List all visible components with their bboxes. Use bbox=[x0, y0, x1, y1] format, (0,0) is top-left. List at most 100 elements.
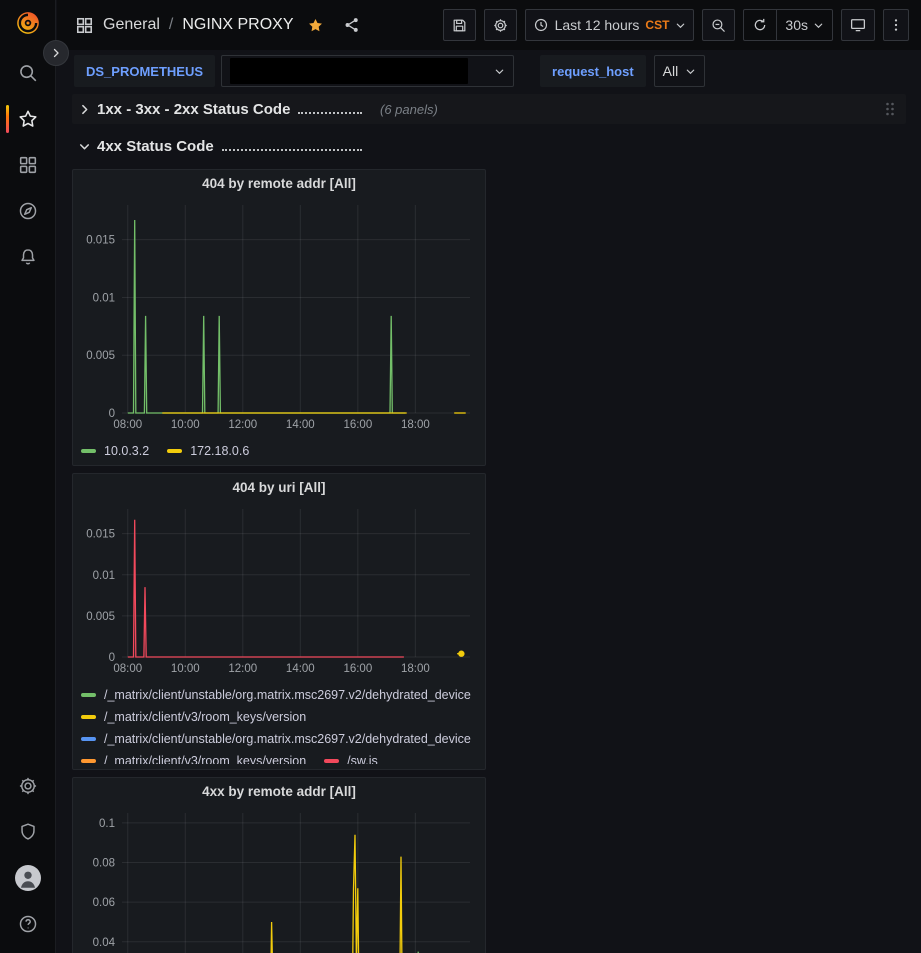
timeseries-chart[interactable]: 08:00 10:00 12:00 14:00 16:00 18:00 0 0.005 0.01… bbox=[80, 197, 478, 433]
sidebar-item-server-admin[interactable] bbox=[0, 809, 56, 855]
dashboards-grid-icon bbox=[17, 154, 39, 176]
svg-text:0.01: 0.01 bbox=[93, 292, 115, 304]
favorite-star-icon[interactable] bbox=[307, 17, 324, 34]
svg-text:0.04: 0.04 bbox=[93, 937, 116, 949]
svg-text:16:00: 16:00 bbox=[343, 419, 372, 431]
redacted-value bbox=[230, 58, 469, 84]
help-icon bbox=[17, 913, 39, 935]
refresh-interval-select[interactable]: 30s bbox=[776, 10, 832, 40]
legend-item[interactable]: /_matrix/client/unstable/org.matrix.msc2… bbox=[81, 688, 471, 702]
sidebar-item-dashboards[interactable] bbox=[0, 142, 56, 188]
legend-swatch bbox=[81, 449, 96, 453]
bell-icon bbox=[17, 246, 39, 268]
panel-title[interactable]: 404 by remote addr [All] bbox=[202, 176, 356, 191]
legend-swatch bbox=[81, 693, 96, 697]
sidebar-item-alerting[interactable] bbox=[0, 234, 56, 280]
legend-item[interactable]: /_matrix/client/v3/room_keys/version bbox=[81, 710, 306, 724]
apps-grid-icon bbox=[75, 16, 94, 35]
legend-row: /_matrix/client/v3/room_keys/version/sw.… bbox=[81, 750, 485, 764]
avatar bbox=[14, 865, 41, 891]
svg-text:0.08: 0.08 bbox=[93, 858, 115, 870]
variable-value-request-host[interactable]: All bbox=[653, 55, 706, 87]
legend-item[interactable]: /_matrix/client/unstable/org.matrix.msc2… bbox=[81, 732, 471, 746]
timeseries-chart[interactable]: 08:00 10:00 12:00 14:00 16:00 18:00 0 0.005 0.01… bbox=[80, 501, 478, 677]
svg-text:18:00: 18:00 bbox=[401, 663, 430, 675]
zoom-out-time-button[interactable] bbox=[702, 9, 736, 41]
sidebar-item-help[interactable] bbox=[0, 901, 56, 947]
svg-text:12:00: 12:00 bbox=[228, 663, 257, 675]
panel-title[interactable]: 404 by uri [All] bbox=[232, 480, 326, 495]
legend-row: /_matrix/client/unstable/org.matrix.msc2… bbox=[81, 684, 485, 706]
save-dashboard-button[interactable] bbox=[442, 9, 476, 41]
breadcrumb-folder[interactable]: General bbox=[103, 16, 160, 33]
svg-text:0.01: 0.01 bbox=[93, 570, 115, 582]
panel-404-by-uri: 404 by uri [All] 08:00 10:00 12:00 14:00 16:… bbox=[72, 473, 486, 770]
legend-item[interactable]: /sw.js bbox=[324, 754, 378, 764]
chevron-down-icon bbox=[685, 66, 696, 77]
svg-text:0: 0 bbox=[109, 408, 115, 420]
legend-item[interactable]: /_matrix/client/v3/room_keys/version bbox=[81, 754, 306, 764]
panel-title[interactable]: 4xx by remote addr [All] bbox=[202, 784, 356, 799]
sidebar-item-configuration[interactable] bbox=[0, 763, 56, 809]
svg-text:0.005: 0.005 bbox=[86, 611, 115, 623]
zoom-out-icon bbox=[710, 17, 727, 34]
row-1xx-3xx-2xx[interactable]: 1xx - 3xx - 2xx Status Code (6 panels) bbox=[72, 94, 906, 124]
legend-row: /_matrix/client/unstable/org.matrix.msc2… bbox=[81, 728, 485, 750]
legend-label: 10.0.3.2 bbox=[104, 444, 150, 458]
clock-icon bbox=[533, 17, 549, 33]
page-title[interactable]: NGINX PROXY bbox=[182, 16, 294, 33]
more-options-button[interactable] bbox=[883, 9, 909, 41]
dashboard-canvas: 1xx - 3xx - 2xx Status Code (6 panels) 4… bbox=[57, 92, 921, 953]
legend-label: 172.18.0.6 bbox=[190, 444, 250, 458]
panels-grid: 404 by remote addr [All] 08:00 10:00 12:00… bbox=[72, 169, 906, 953]
svg-text:18:00: 18:00 bbox=[401, 419, 430, 431]
dashboard-settings-button[interactable] bbox=[483, 9, 517, 41]
legend-item[interactable]: 10.0.3.2 bbox=[81, 444, 149, 458]
svg-text:0.06: 0.06 bbox=[93, 897, 115, 909]
chevron-right-icon bbox=[78, 103, 91, 116]
sidebar-item-explore[interactable] bbox=[0, 188, 56, 234]
row-title[interactable]: 4xx Status Code bbox=[97, 137, 214, 155]
svg-text:14:00: 14:00 bbox=[286, 663, 315, 675]
svg-text:10:00: 10:00 bbox=[171, 419, 200, 431]
legend-swatch bbox=[81, 759, 96, 763]
sidebar-item-starred[interactable] bbox=[0, 96, 56, 142]
svg-text:0.005: 0.005 bbox=[86, 350, 115, 362]
variable-label-request-host: request_host bbox=[540, 55, 646, 87]
svg-text:16:00: 16:00 bbox=[343, 663, 372, 675]
chevron-down-icon bbox=[494, 66, 505, 77]
dashboard-header: General / NGINX PROXY bbox=[57, 0, 921, 50]
panel-legend: /_matrix/client/unstable/org.matrix.msc2… bbox=[73, 682, 485, 764]
refresh-picker: 30s bbox=[743, 9, 833, 41]
row-title[interactable]: 1xx - 3xx - 2xx Status Code bbox=[97, 100, 291, 118]
time-range-label: Last 12 hours bbox=[554, 17, 640, 33]
cycle-view-mode-button[interactable] bbox=[841, 9, 875, 41]
timezone-label: CST bbox=[645, 18, 670, 32]
sidebar bbox=[0, 0, 56, 953]
svg-text:0.015: 0.015 bbox=[86, 235, 115, 247]
svg-text:08:00: 08:00 bbox=[113, 419, 142, 431]
time-range-picker[interactable]: Last 12 hours CST bbox=[524, 9, 695, 41]
legend-label: /_matrix/client/unstable/org.matrix.msc2… bbox=[104, 732, 471, 746]
grafana-logo[interactable] bbox=[15, 10, 41, 36]
share-icon[interactable] bbox=[343, 16, 361, 34]
svg-text:08:00: 08:00 bbox=[113, 663, 142, 675]
row-dotted-leader bbox=[298, 112, 362, 114]
legend-label: /_matrix/client/unstable/org.matrix.msc2… bbox=[104, 688, 471, 702]
variable-value-ds-prometheus[interactable] bbox=[221, 55, 515, 87]
legend-item[interactable]: 172.18.0.6 bbox=[167, 444, 249, 458]
legend-swatch bbox=[81, 715, 96, 719]
row-drag-handle-icon[interactable] bbox=[880, 99, 900, 119]
gear-icon bbox=[492, 17, 509, 34]
variable-label-ds-prometheus: DS_PROMETHEUS bbox=[74, 55, 216, 87]
legend-swatch bbox=[81, 737, 96, 741]
sidebar-item-profile[interactable] bbox=[0, 855, 56, 901]
expand-sidebar-button[interactable] bbox=[43, 40, 69, 66]
legend-label: /sw.js bbox=[347, 754, 378, 764]
refresh-button[interactable] bbox=[744, 10, 776, 40]
refresh-interval-value: 30s bbox=[785, 17, 808, 33]
sidebar-item-search[interactable] bbox=[0, 50, 56, 96]
kebab-menu-icon bbox=[888, 17, 904, 33]
row-4xx[interactable]: 4xx Status Code bbox=[72, 131, 906, 161]
timeseries-chart[interactable]: 08:0010:0012:0014:0016:0018:0000.020.040… bbox=[80, 805, 478, 953]
